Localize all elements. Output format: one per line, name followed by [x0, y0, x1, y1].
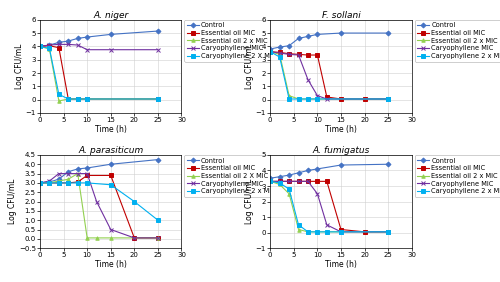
- X-axis label: Time (h): Time (h): [95, 260, 126, 269]
- Legend: Control, Essential oil MIC, Essential oil 2 x MIC, Caryophyllene MIC, Caryophyll: Control, Essential oil MIC, Essential oi…: [414, 20, 500, 62]
- Y-axis label: Log CFU/mL: Log CFU/mL: [246, 179, 254, 224]
- Y-axis label: Log CFU/mL: Log CFU/mL: [8, 179, 18, 224]
- Title: A. parasiticum: A. parasiticum: [78, 146, 144, 155]
- X-axis label: Time (h): Time (h): [95, 125, 126, 134]
- Legend: Control, Essential oil MIC, Essential oil 2 X MIC, Caryophyllene MIC, Caryophyll: Control, Essential oil MIC, Essential oi…: [184, 155, 278, 197]
- Title: F. sollani: F. sollani: [322, 11, 360, 20]
- Y-axis label: Log CFU/mL: Log CFU/mL: [15, 44, 24, 89]
- Y-axis label: Log CFU/mL: Log CFU/mL: [246, 44, 254, 89]
- X-axis label: Time (h): Time (h): [325, 125, 357, 134]
- Legend: Control, Essential oil MIC, Essential oil 2 x MIC, Caryophyllene MIC, Caryophyll: Control, Essential oil MIC, Essential oi…: [414, 155, 500, 197]
- Legend: Control, Essential oil MIC, Essential oil 2 x MIC, Caryophyllene MIC, Caryophyll: Control, Essential oil MIC, Essential oi…: [184, 20, 279, 62]
- Title: A. fumigatus: A. fumigatus: [312, 146, 370, 155]
- X-axis label: Time (h): Time (h): [325, 260, 357, 269]
- Title: A. niger: A. niger: [93, 11, 128, 20]
